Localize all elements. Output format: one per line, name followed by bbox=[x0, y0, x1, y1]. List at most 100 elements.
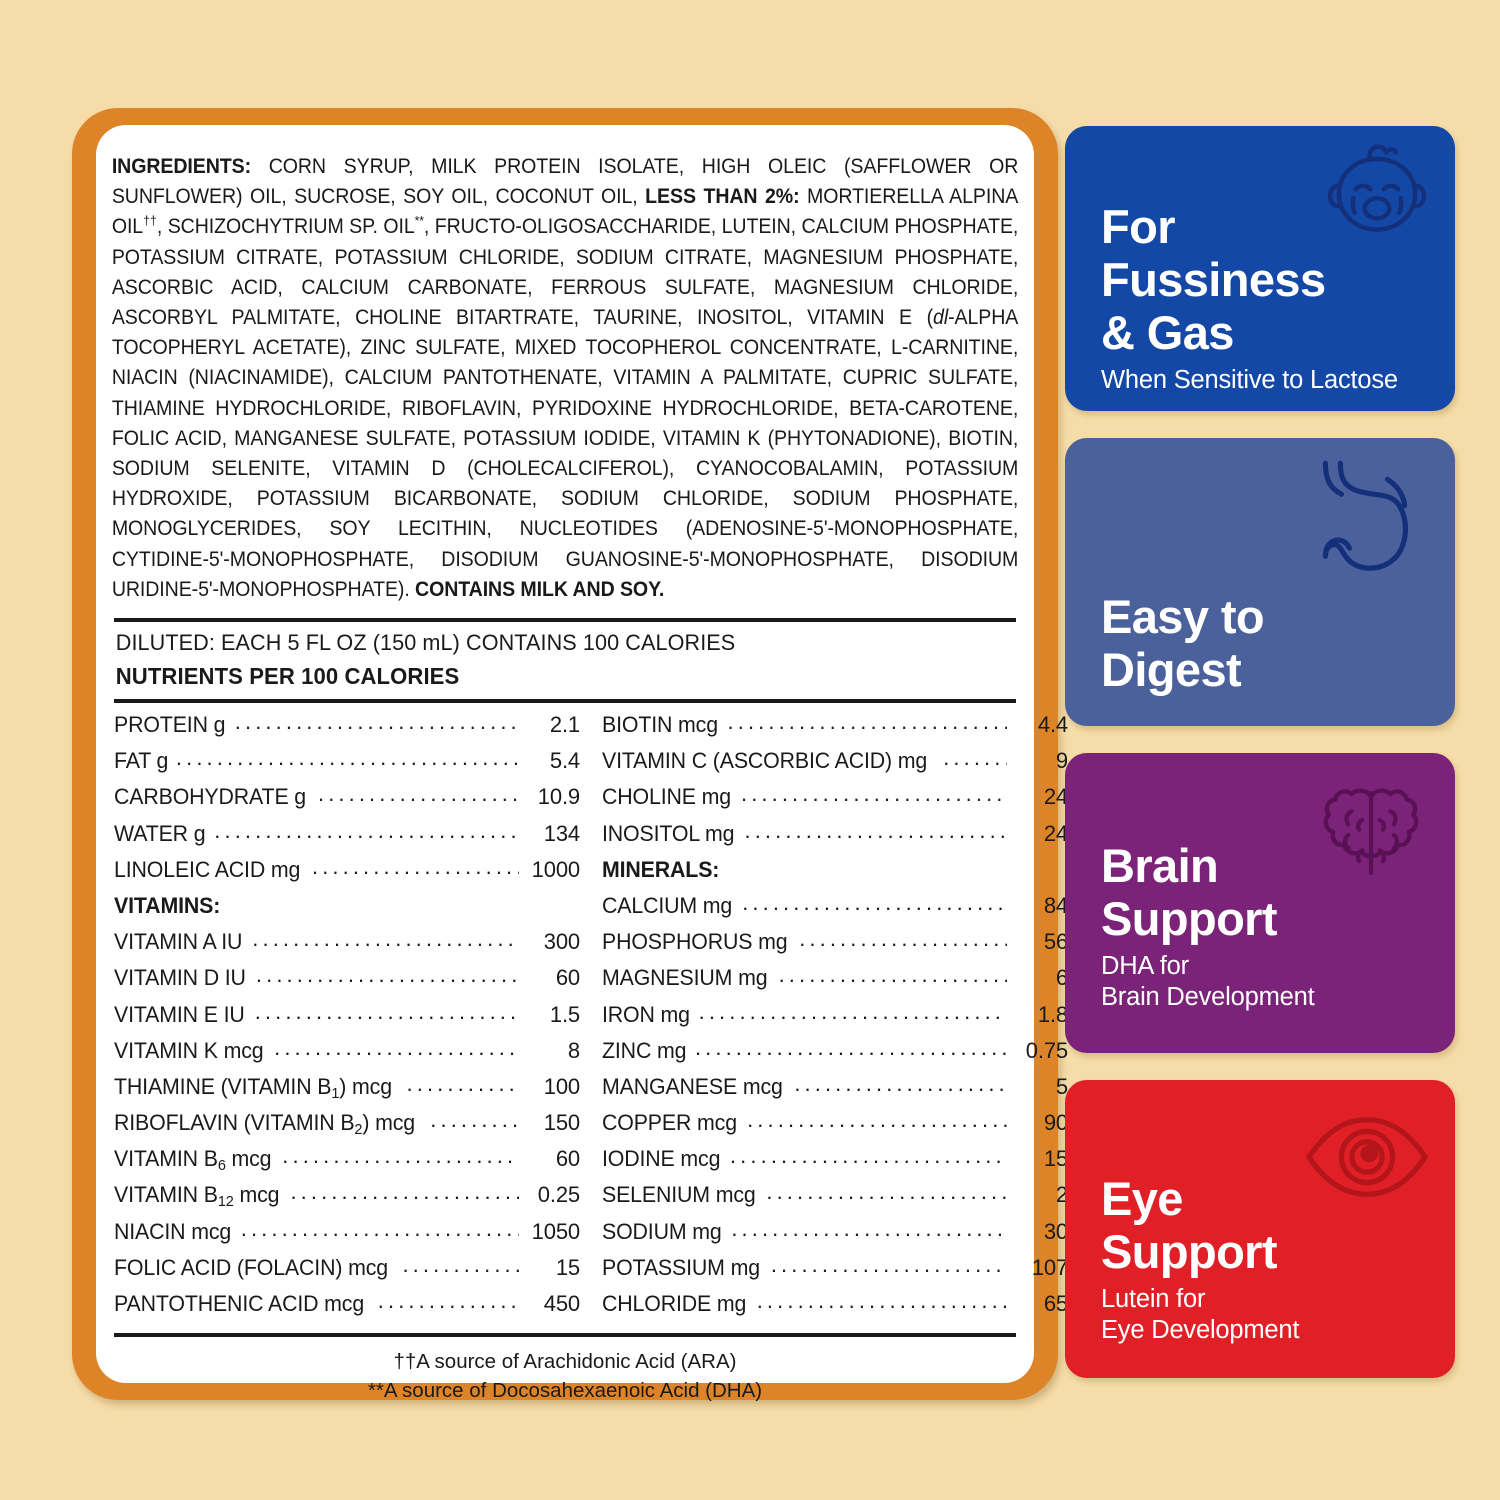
nutrient-row: IODINE mcg..............................… bbox=[602, 1143, 1068, 1182]
nutrients-heading: NUTRIENTS PER 100 CALORIES bbox=[115, 663, 460, 690]
benefit-cards: For Fussiness & Gas When Sensitive to Lact… bbox=[1065, 126, 1455, 1378]
nutrient-name: ZINC mg bbox=[602, 1037, 687, 1063]
nutrient-name: IRON mg bbox=[602, 1001, 690, 1027]
nutrient-value: 0.25 bbox=[537, 1182, 580, 1208]
benefit-card-easy-to-digest[interactable]: Easy to Digest bbox=[1065, 438, 1455, 726]
dot-leader: ........................................… bbox=[694, 1034, 1007, 1060]
nutrient-row: ZINC mg.................................… bbox=[602, 1034, 1068, 1074]
nutrient-row: PROTEIN g...............................… bbox=[114, 709, 580, 748]
dot-leader: ........................................… bbox=[744, 817, 1008, 843]
nutrient-value: 450 bbox=[543, 1291, 580, 1317]
card-subtitle: DHA for Brain Development bbox=[1101, 952, 1315, 1011]
dot-leader: ........................................… bbox=[240, 1215, 519, 1241]
nutrient-row: THIAMINE (VITAMIN B1) mcg...............… bbox=[114, 1070, 580, 1110]
nutrient-column-right: BIOTIN mcg..............................… bbox=[602, 709, 1068, 1327]
nutrient-name: MINERALS: bbox=[602, 856, 720, 882]
dagger-footnote-mark: †† bbox=[143, 213, 157, 229]
nutrient-value: 6 bbox=[1055, 965, 1068, 991]
nutrient-name: VITAMIN B12 mcg bbox=[114, 1182, 280, 1211]
nutrient-value: 0.75 bbox=[1025, 1037, 1068, 1063]
divider-above-diluted bbox=[114, 618, 1016, 623]
nutrient-value: 2.1 bbox=[549, 712, 580, 738]
nutrient-value: 24 bbox=[1043, 820, 1068, 846]
card-title: For Fussiness & Gas bbox=[1101, 200, 1326, 359]
dot-leader: ........................................… bbox=[731, 1215, 1007, 1241]
nutrient-name: VITAMIN A IU bbox=[114, 929, 243, 955]
nutrient-name: WATER g bbox=[114, 820, 206, 846]
nutrient-value: 65 bbox=[1043, 1291, 1068, 1317]
nutrient-name: VITAMINS: bbox=[114, 892, 221, 918]
nutrient-value: 90 bbox=[1043, 1110, 1068, 1136]
dl-italic: dl bbox=[933, 305, 949, 330]
nutrient-row: IRON mg.................................… bbox=[602, 999, 1068, 1038]
dot-leader: ........................................… bbox=[377, 1288, 519, 1314]
nutrient-name: RIBOFLAVIN (VITAMIN B2) mcg bbox=[114, 1110, 415, 1139]
nutrient-name: FAT g bbox=[114, 748, 169, 774]
benefit-card-eye-support[interactable]: Eye Support Lutein for Eye Development bbox=[1065, 1080, 1455, 1378]
nutrient-value: 2 bbox=[1055, 1182, 1068, 1208]
nutrient-row: VITAMIN D IU............................… bbox=[114, 962, 580, 1001]
nutrient-row: MAGNESIUM mg............................… bbox=[602, 962, 1068, 1001]
nutrient-name: INOSITOL mg bbox=[602, 820, 735, 846]
nutrient-row: FOLIC ACID (FOLACIN) mcg................… bbox=[114, 1252, 580, 1291]
nutrient-value: 134 bbox=[543, 820, 580, 846]
nutrient-value: 8 bbox=[567, 1037, 580, 1063]
nutrient-row: VITAMIN A IU............................… bbox=[114, 926, 580, 965]
nutrient-value: 84 bbox=[1043, 892, 1068, 918]
dot-leader: ........................................… bbox=[406, 1070, 519, 1096]
divider-above-table bbox=[114, 699, 1016, 704]
dot-leader: ........................................… bbox=[214, 817, 519, 843]
nutrient-name: POTASSIUM mg bbox=[602, 1254, 760, 1280]
less-than-label: LESS THAN 2%: bbox=[645, 184, 800, 209]
nutrient-row: FAT g...................................… bbox=[114, 745, 580, 784]
ingredients-text-3: , SCHIZOCHYTRIUM SP. OIL bbox=[156, 214, 415, 239]
nutrient-name: CARBOHYDRATE g bbox=[114, 784, 307, 810]
card-title: Easy to Digest bbox=[1101, 590, 1265, 696]
nutrient-row: SELENIUM mcg............................… bbox=[602, 1179, 1068, 1218]
divider-below-table bbox=[114, 1333, 1016, 1338]
nutrient-value: 30 bbox=[1043, 1218, 1068, 1244]
card-subtitle: When Sensitive to Lactose bbox=[1101, 366, 1398, 394]
nutrient-name: VITAMIN B6 mcg bbox=[114, 1146, 272, 1175]
nutrient-row: VITAMIN B12 mcg.........................… bbox=[114, 1179, 580, 1218]
nutrient-row: VITAMIN C (ASCORBIC ACID) mg............… bbox=[602, 745, 1068, 784]
nutrient-value: 1050 bbox=[531, 1218, 580, 1244]
nutrient-name: SELENIUM mcg bbox=[602, 1182, 756, 1208]
nutrient-name: CHLORIDE mg bbox=[602, 1291, 747, 1317]
nutrient-name: MAGNESIUM mg bbox=[602, 965, 768, 991]
nutrient-value: 1000 bbox=[531, 856, 580, 882]
nutrient-value: 4.4 bbox=[1037, 712, 1068, 738]
nutrient-value: 10.9 bbox=[537, 784, 580, 810]
nutrient-row: VITAMIN E IU............................… bbox=[114, 998, 580, 1038]
nutrient-value: 60 bbox=[555, 1146, 580, 1172]
nutrient-value: 1.5 bbox=[549, 1001, 580, 1027]
nutrient-name: THIAMINE (VITAMIN B1) mcg bbox=[114, 1073, 392, 1102]
nutrient-row: SODIUM mg...............................… bbox=[602, 1215, 1068, 1255]
nutrient-row: RIBOFLAVIN (VITAMIN B2) mcg.............… bbox=[114, 1107, 580, 1146]
nutrient-value: 15 bbox=[555, 1254, 580, 1280]
nutrient-value: 9 bbox=[1055, 748, 1068, 774]
dot-leader: ........................................… bbox=[747, 1107, 1007, 1133]
nutrient-value: 5 bbox=[1055, 1073, 1068, 1099]
ingredients-paragraph: INGREDIENTS: CORN SYRUP, MILK PROTEIN IS… bbox=[110, 151, 1020, 604]
nutrient-name: FOLIC ACID (FOLACIN) mcg bbox=[114, 1254, 388, 1280]
nutrient-value: 150 bbox=[543, 1110, 580, 1136]
nutrient-row: PHOSPHORUS mg...........................… bbox=[602, 926, 1068, 965]
nutrient-name: PROTEIN g bbox=[114, 712, 226, 738]
nutrient-row: VITAMIN K mcg...........................… bbox=[114, 1035, 580, 1074]
nutrient-name: MANGANESE mcg bbox=[602, 1073, 783, 1099]
dot-leader: ........................................… bbox=[727, 709, 1007, 735]
ingredients-text-4: , FRUCTO-OLIGOSACCHARIDE, LUTEIN, CALCIU… bbox=[111, 214, 1019, 330]
nutrient-value: 24 bbox=[1043, 784, 1068, 810]
benefit-card-brain-support[interactable]: Brain Support DHA for Brain Development bbox=[1065, 753, 1455, 1053]
benefit-card-fussiness-and-gas[interactable]: For Fussiness & Gas When Sensitive to Lact… bbox=[1065, 126, 1455, 411]
dot-leader: ........................................… bbox=[254, 998, 519, 1024]
nutrient-row: PANTOTHENIC ACID mcg....................… bbox=[114, 1288, 580, 1327]
nutrient-column-left: PROTEIN g...............................… bbox=[114, 709, 580, 1327]
footnote-dha: **A source of Docosahexaenoic Acid (DHA) bbox=[367, 1379, 763, 1403]
nutrient-row: INOSITOL mg.............................… bbox=[602, 817, 1068, 857]
nutrient-name: SODIUM mg bbox=[602, 1218, 722, 1244]
crying-baby-icon bbox=[1321, 140, 1433, 257]
nutrient-name: BIOTIN mcg bbox=[602, 712, 718, 738]
nutrient-section-header: MINERALS: bbox=[602, 857, 1068, 893]
